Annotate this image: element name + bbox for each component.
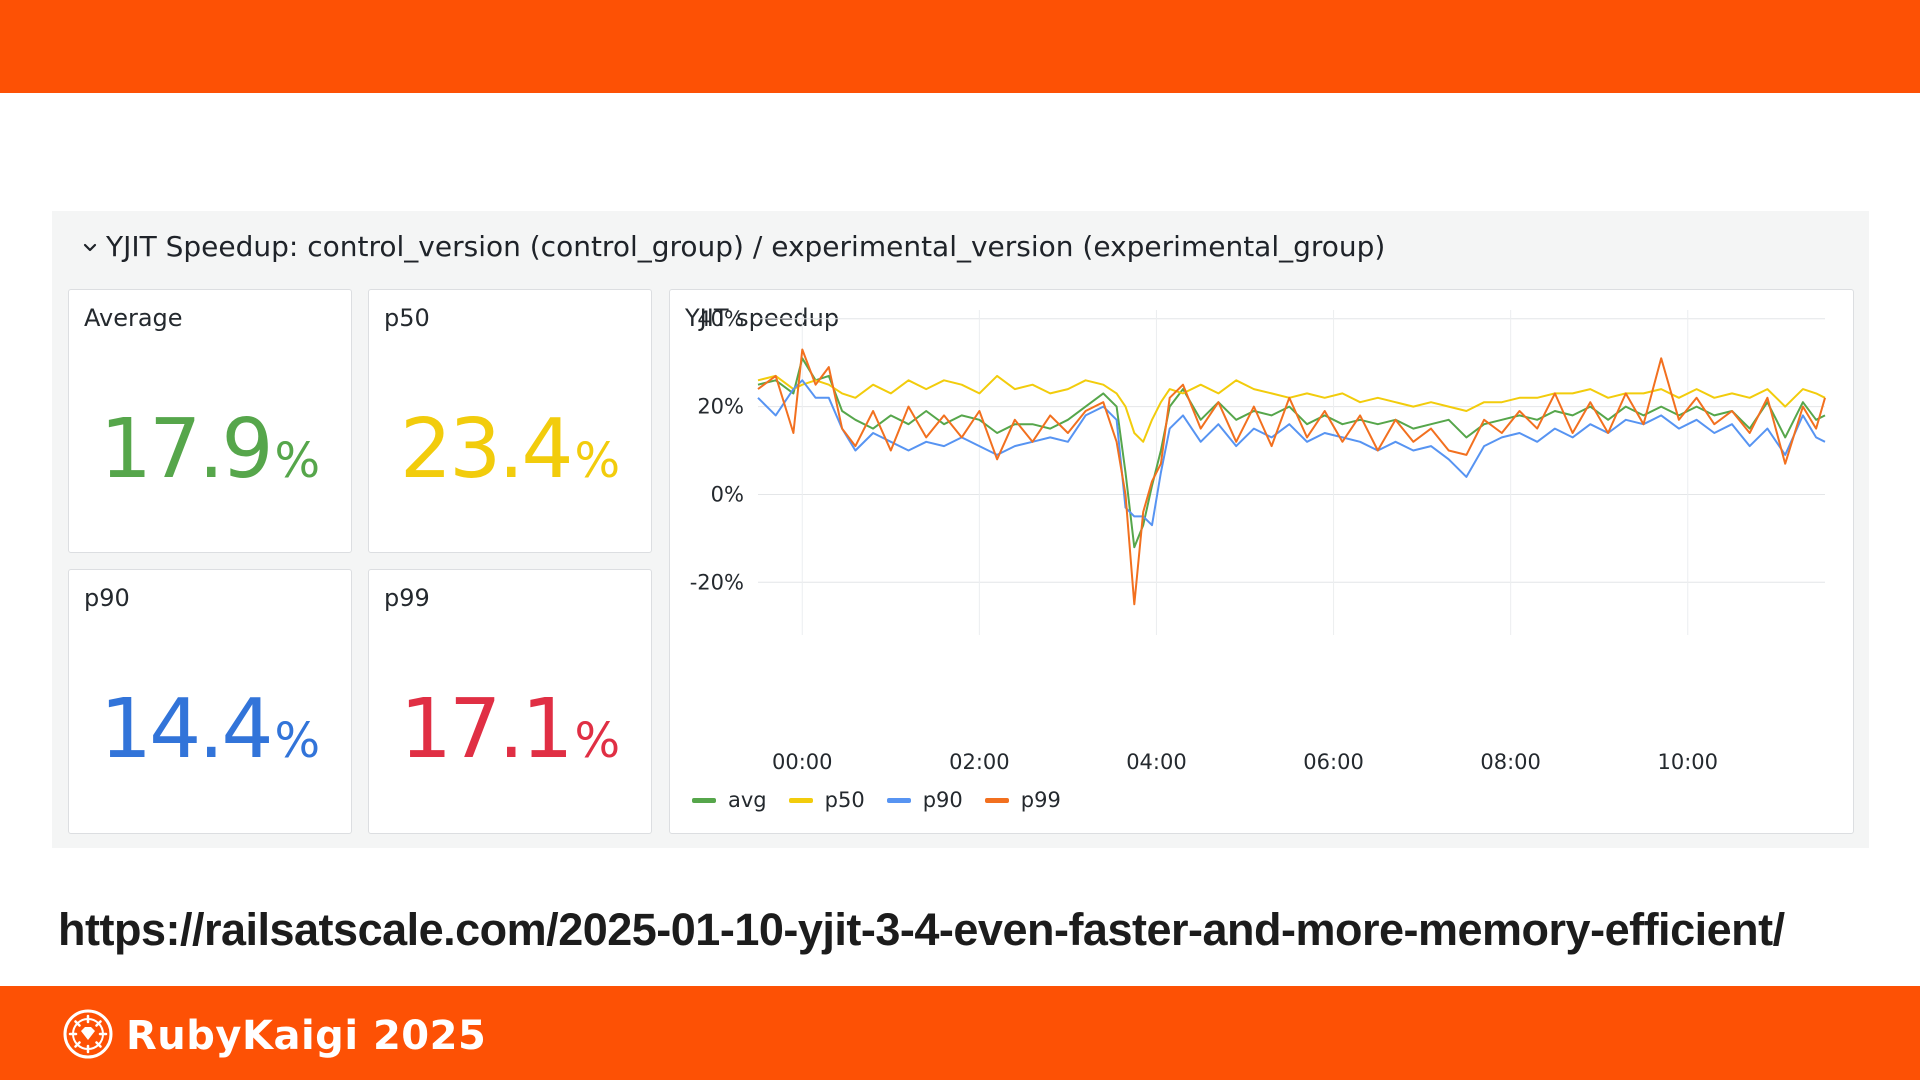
- legend-item-avg[interactable]: avg: [692, 788, 767, 812]
- panel-title: p50: [384, 304, 430, 332]
- stat-panel-p50[interactable]: p50 23.4%: [368, 289, 652, 553]
- chart-legend: avg p50 p90 p99: [692, 788, 1061, 812]
- rubykaigi-logo-icon: [62, 1008, 114, 1065]
- y-tick-label: -20%: [690, 570, 744, 594]
- brand-name: RubyKaigi 2025: [126, 1013, 487, 1059]
- x-tick-label: 06:00: [1303, 750, 1364, 774]
- legend-item-p90[interactable]: p90: [886, 788, 963, 812]
- stat-unit: %: [574, 433, 621, 489]
- brand: RubyKaigi 2025: [62, 1008, 487, 1065]
- row-header[interactable]: YJIT Speedup: control_version (control_g…: [82, 226, 1385, 266]
- legend-item-p99[interactable]: p99: [984, 788, 1061, 812]
- legend-swatch: [886, 797, 911, 803]
- legend-swatch: [984, 797, 1009, 803]
- legend-item-p50[interactable]: p50: [788, 788, 865, 812]
- x-tick-label: 08:00: [1480, 750, 1541, 774]
- stat-panel-p90[interactable]: p90 14.4%: [68, 569, 352, 834]
- series-line-p50: [757, 374, 1826, 443]
- stat-number: 14.4: [99, 682, 274, 777]
- y-tick-label: 40%: [697, 307, 744, 331]
- stat-value: 14.4%: [69, 682, 351, 777]
- stat-unit: %: [574, 713, 621, 769]
- stat-number: 17.9: [99, 402, 274, 497]
- stat-unit: %: [274, 433, 321, 489]
- row-title-text: YJIT Speedup: control_version (control_g…: [106, 229, 1386, 263]
- stat-panel-p99[interactable]: p99 17.1%: [368, 569, 652, 834]
- panel-title: p90: [84, 584, 130, 612]
- stat-unit: %: [274, 713, 321, 769]
- x-tick-label: 00:00: [772, 750, 833, 774]
- legend-label: p50: [824, 788, 865, 812]
- bottom-banner: [0, 986, 1920, 1080]
- x-tick-label: 10:00: [1657, 750, 1718, 774]
- legend-label: avg: [728, 788, 767, 812]
- series-line-avg: [757, 357, 1826, 549]
- legend-label: p90: [922, 788, 963, 812]
- chevron-down-icon[interactable]: [82, 230, 98, 263]
- series-line-p99: [757, 348, 1826, 606]
- stat-value: 17.1%: [369, 682, 651, 777]
- x-tick-label: 02:00: [949, 750, 1010, 774]
- panel-title: Average: [84, 304, 183, 332]
- chart-title: YJIT speedup: [685, 304, 840, 332]
- x-tick-label: 04:00: [1126, 750, 1187, 774]
- legend-swatch: [692, 797, 716, 803]
- y-tick-label: 20%: [697, 395, 744, 419]
- stat-value: 23.4%: [369, 402, 651, 497]
- legend-swatch: [788, 797, 813, 803]
- y-tick-label: 0%: [711, 482, 744, 506]
- legend-label: p99: [1020, 788, 1061, 812]
- stat-number: 23.4: [399, 402, 574, 497]
- chart-panel[interactable]: YJIT speedup 40% 20% 0% -20% 00:00 02:00 04:00…: [669, 289, 1854, 834]
- chart-plot: 40% 20% 0% -20% 00:00 02:00 04:00 06:00 08:00 10:…: [690, 307, 1826, 774]
- source-url: https://railsatscale.com/2025-01-10-yjit…: [58, 904, 1785, 955]
- top-banner: [0, 0, 1920, 93]
- stat-panel-average[interactable]: Average 17.9%: [68, 289, 352, 553]
- panel-title: p99: [384, 584, 430, 612]
- stat-value: 17.9%: [69, 402, 351, 497]
- stat-number: 17.1: [399, 682, 574, 777]
